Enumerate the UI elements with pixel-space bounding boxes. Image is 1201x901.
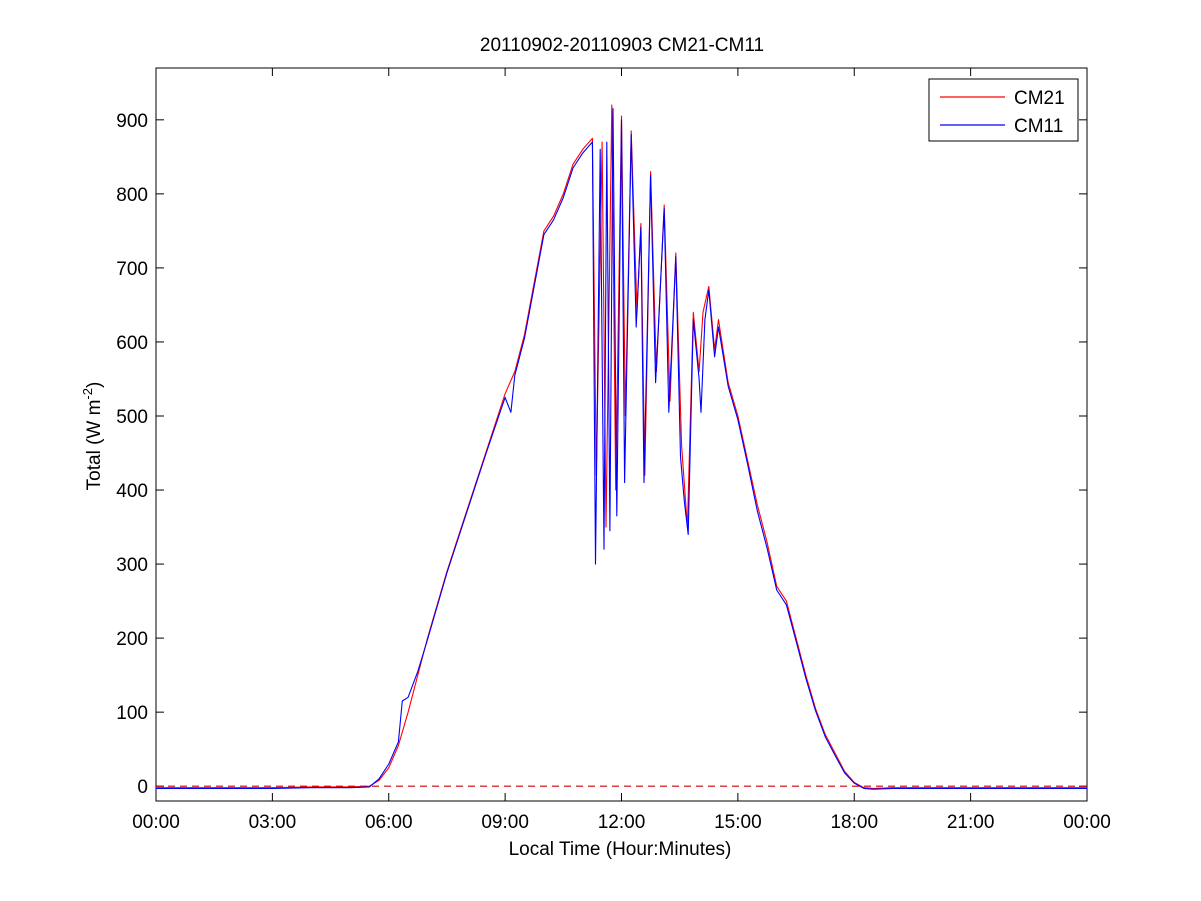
series-line-cm11 <box>156 108 1087 790</box>
plot-area <box>155 67 1088 802</box>
legend-box <box>928 78 1079 142</box>
y-tick-label: 700 <box>116 259 148 280</box>
x-tick-label: 03:00 <box>249 812 297 833</box>
x-tick-label: 18:00 <box>830 812 878 833</box>
y-tick-label: 500 <box>116 407 148 428</box>
x-axis-ticks <box>155 68 1088 801</box>
x-tick-label: 09:00 <box>481 812 529 833</box>
y-tick-label: 600 <box>116 333 148 354</box>
y-tick-label: 300 <box>116 555 148 576</box>
x-tick-label: 06:00 <box>365 812 413 833</box>
x-tick-label: 00:00 <box>1063 812 1111 833</box>
y-tick-label: 100 <box>116 703 148 724</box>
x-tick-label: 00:00 <box>132 812 180 833</box>
y-axis-label-superscript: -2 <box>80 388 95 400</box>
y-axis-tick-labels: 0 100 200 300 400 500 600 700 800 900 <box>116 111 148 798</box>
x-tick-label: 21:00 <box>947 812 995 833</box>
x-tick-label: 15:00 <box>714 812 762 833</box>
legend-label-cm11: CM11 <box>1014 116 1063 137</box>
x-axis-label: Local Time (Hour:Minutes) <box>509 839 732 860</box>
chart-title: 20110902-20110903 CM21-CM11 <box>480 35 764 56</box>
x-tick-label: 12:00 <box>598 812 646 833</box>
y-axis-label-tail: ) <box>84 382 105 388</box>
y-tick-label: 800 <box>116 185 148 206</box>
y-tick-label: 900 <box>116 111 148 132</box>
y-axis-label-main: Total (W m <box>84 400 105 491</box>
y-axis-label: Total (W m-2) <box>80 382 105 491</box>
x-axis-tick-labels: 00:00 03:00 06:00 09:00 12:00 15:00 18:00 21:00… <box>132 812 1111 833</box>
series-layer <box>156 104 1087 790</box>
legend-label-cm21: CM21 <box>1014 88 1065 109</box>
y-tick-label: 0 <box>137 777 148 798</box>
legend: CM21 CM11 <box>928 78 1079 142</box>
y-tick-label: 400 <box>116 481 148 502</box>
y-tick-label: 200 <box>116 629 148 650</box>
